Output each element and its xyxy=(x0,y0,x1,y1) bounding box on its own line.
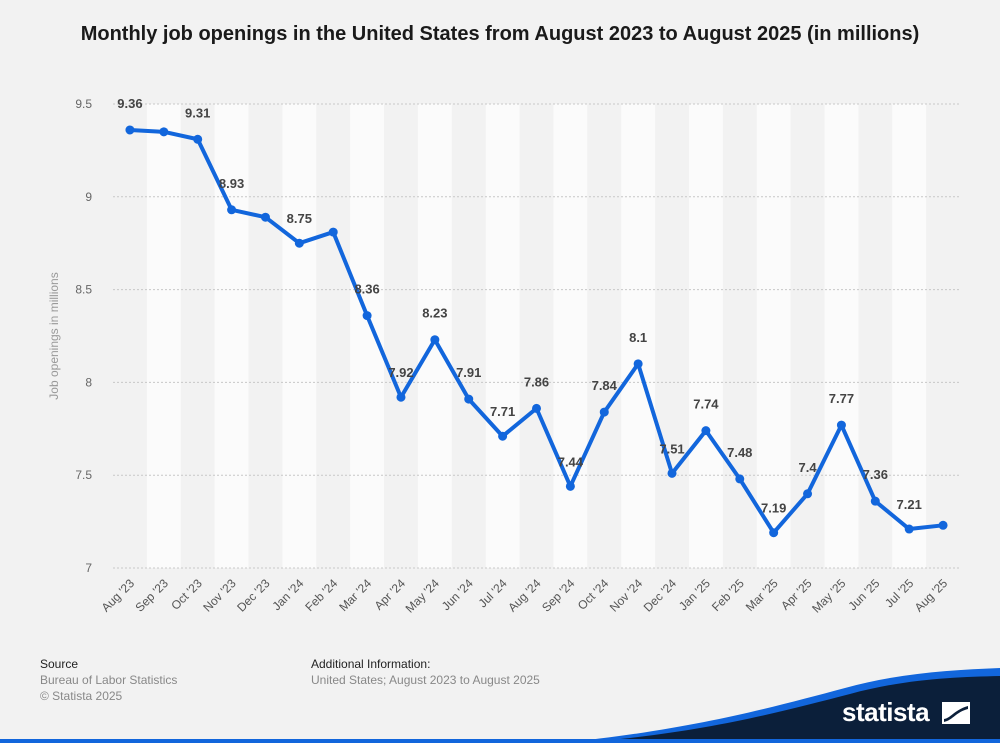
y-tick-label: 8 xyxy=(85,375,92,389)
data-label: 7.84 xyxy=(592,378,618,393)
data-label: 8.1 xyxy=(629,330,647,345)
additional-info-block: Additional Information: United States; A… xyxy=(311,656,540,688)
column-band xyxy=(485,104,520,568)
data-label: 9.31 xyxy=(185,105,210,120)
additional-info-text: United States; August 2023 to August 202… xyxy=(311,673,540,687)
data-label: 7.19 xyxy=(761,501,786,516)
data-label: 7.91 xyxy=(456,365,481,380)
source-heading: Source xyxy=(40,657,79,671)
data-point[interactable] xyxy=(227,205,237,215)
y-tick-label: 9 xyxy=(85,190,92,204)
data-label: 9.36 xyxy=(117,96,142,111)
data-point[interactable] xyxy=(532,403,541,413)
data-point[interactable] xyxy=(735,474,745,484)
data-label: 7.71 xyxy=(490,404,515,419)
data-point[interactable] xyxy=(159,127,169,137)
data-label: 8.23 xyxy=(422,306,447,321)
data-point[interactable] xyxy=(328,227,338,237)
data-point[interactable] xyxy=(193,134,203,144)
data-point[interactable] xyxy=(498,431,508,441)
data-label: 7.44 xyxy=(558,454,584,469)
source-block: Source Bureau of Labor Statistics © Stat… xyxy=(40,656,177,704)
data-point[interactable] xyxy=(836,420,846,430)
data-point[interactable] xyxy=(803,489,813,499)
y-tick-label: 7 xyxy=(85,561,92,575)
column-band xyxy=(146,104,181,568)
statista-logo[interactable]: statista xyxy=(842,697,930,727)
chart-title: Monthly job openings in the United State… xyxy=(80,23,920,45)
data-labels: 9.36 9.31 8.93 8.75 8.36 7.92 8.23 7.91 7.71 7.86… xyxy=(117,96,922,516)
additional-info-heading: Additional Information: xyxy=(311,657,431,671)
column-band xyxy=(756,104,791,568)
column-band xyxy=(350,104,385,568)
data-point[interactable] xyxy=(125,125,135,135)
copyright-text: © Statista 2025 xyxy=(40,689,123,703)
column-band xyxy=(214,104,249,568)
data-point[interactable] xyxy=(294,238,304,248)
y-tick-label: 9.5 xyxy=(75,97,92,111)
data-label: 7.51 xyxy=(659,441,684,456)
data-label: 7.36 xyxy=(863,467,888,482)
data-point[interactable] xyxy=(938,520,948,530)
data-label: 7.48 xyxy=(727,445,752,460)
column-band xyxy=(621,104,656,568)
column-band xyxy=(824,104,859,568)
column-band xyxy=(892,104,927,568)
data-point[interactable] xyxy=(633,359,643,369)
column-bands xyxy=(146,104,927,568)
data-point[interactable] xyxy=(870,496,880,506)
series-group xyxy=(125,125,948,538)
data-point[interactable] xyxy=(464,394,474,404)
data-point[interactable] xyxy=(565,481,575,491)
data-label: 8.36 xyxy=(354,282,379,297)
data-point[interactable] xyxy=(260,212,270,222)
data-point[interactable] xyxy=(769,528,779,538)
data-point[interactable] xyxy=(396,392,406,402)
data-point[interactable] xyxy=(667,468,677,478)
data-label: 7.74 xyxy=(693,397,719,412)
statista-logo-icon xyxy=(942,702,970,724)
data-point[interactable] xyxy=(904,524,914,534)
y-tick-label: 8.5 xyxy=(75,283,92,297)
data-point[interactable] xyxy=(599,407,609,417)
data-point[interactable] xyxy=(701,426,711,436)
data-label: 7.92 xyxy=(388,365,413,380)
data-label: 7.4 xyxy=(799,460,818,475)
data-point[interactable] xyxy=(362,311,372,321)
data-label: 7.21 xyxy=(897,497,922,512)
data-label: 8.93 xyxy=(219,176,244,191)
data-label: 7.86 xyxy=(524,374,549,389)
column-band xyxy=(688,104,723,568)
source-text[interactable]: Bureau of Labor Statistics xyxy=(40,673,178,687)
data-point[interactable] xyxy=(430,335,440,345)
data-label: 8.75 xyxy=(287,211,312,226)
column-band xyxy=(282,104,317,568)
y-axis-ticks: 9.5 9 8.5 8 7.5 7 xyxy=(75,97,92,575)
y-tick-label: 7.5 xyxy=(75,468,92,482)
data-label: 7.77 xyxy=(829,391,854,406)
y-axis-label: Job openings in millions xyxy=(47,272,61,399)
